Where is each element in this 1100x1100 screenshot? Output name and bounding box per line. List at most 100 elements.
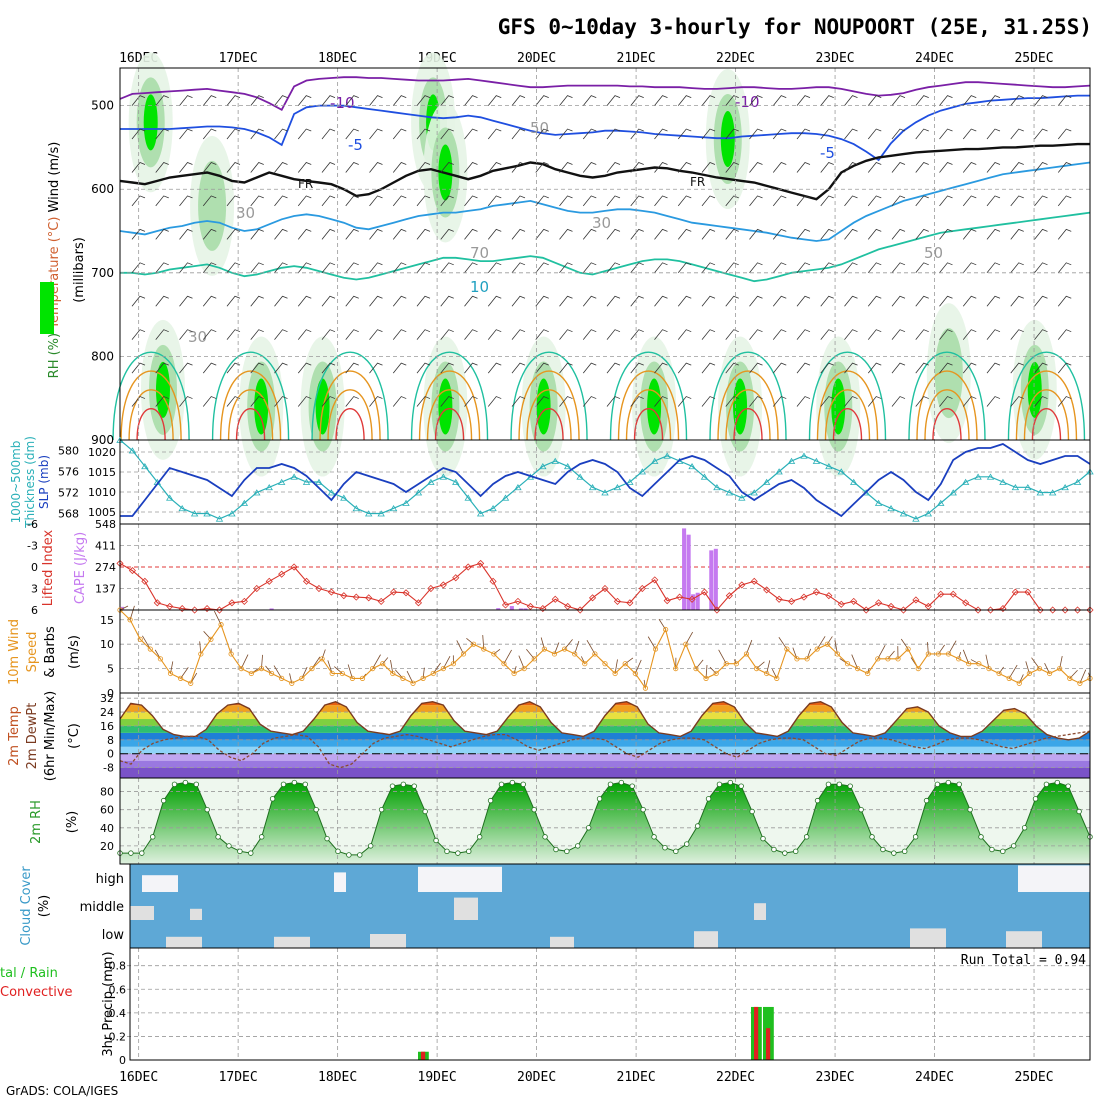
- contour-label: -10: [735, 93, 760, 111]
- cloud-cell: [166, 936, 202, 948]
- cloud-cell: [142, 875, 178, 892]
- rh2m-marker: [520, 781, 526, 788]
- wind-barb: [559, 329, 573, 340]
- rh2m-marker: [760, 835, 766, 842]
- wind-barb: [392, 396, 407, 407]
- chart-title: GFS 0~10day 3-hourly for NOUPOORT (25E, …: [498, 15, 1092, 39]
- cloud-unit: (%): [37, 895, 52, 918]
- wind-barb: [772, 396, 787, 407]
- wind-barb: [559, 95, 573, 106]
- wind-barb: [464, 195, 478, 207]
- wind-barb: [867, 262, 882, 274]
- wind-barb: [891, 262, 906, 274]
- wind-barb: [250, 228, 264, 240]
- rh2m-marker: [771, 846, 777, 853]
- wind10-barb: [119, 605, 129, 611]
- rh2m-marker: [836, 781, 843, 788]
- rh2m-marker: [444, 848, 450, 855]
- rh2m-marker: [313, 806, 319, 813]
- wind-barb: [1034, 195, 1048, 207]
- wind10-marker: [390, 670, 396, 677]
- wind-barb: [464, 95, 478, 106]
- wind-barb: [345, 262, 359, 274]
- wind-barb: [464, 228, 478, 240]
- isotherm-dome: [1031, 408, 1062, 441]
- thickness-marker: [912, 515, 920, 522]
- wind-barb: [844, 396, 858, 407]
- wind-barb: [915, 329, 929, 340]
- lifted-marker: [278, 570, 286, 578]
- lifted-marker: [787, 597, 796, 605]
- thickness-ylabel-2: Thickness (dm): [23, 436, 37, 529]
- wind-barb: [511, 128, 526, 140]
- wind-barb: [654, 128, 668, 140]
- wind-barb: [369, 162, 383, 173]
- thickness-marker: [265, 483, 273, 491]
- lifted-marker: [713, 606, 721, 614]
- wind-barb: [250, 128, 264, 140]
- rh2m-marker: [880, 846, 886, 853]
- lifted-marker: [588, 594, 597, 602]
- wind-barb: [250, 195, 264, 207]
- thickness-marker: [402, 499, 410, 506]
- wind-barb: [511, 195, 526, 207]
- rh2m-marker: [1054, 779, 1061, 786]
- rh2m-marker: [651, 834, 657, 840]
- thickness-marker: [539, 462, 547, 470]
- wind10-marker: [1016, 680, 1022, 686]
- wind10-marker: [804, 656, 810, 662]
- wind-barb: [226, 295, 241, 307]
- rh2m-marker: [575, 843, 581, 849]
- isotherm-dome: [709, 351, 787, 441]
- wind10-barb: [513, 666, 517, 674]
- contour-label: 50: [530, 119, 549, 137]
- wind-barb: [606, 262, 621, 274]
- wind10-marker: [268, 670, 275, 677]
- cape-bar: [682, 528, 687, 610]
- thickness-marker: [1024, 483, 1032, 491]
- wind-barb: [1057, 128, 1072, 140]
- wind-barb: [772, 162, 787, 173]
- wind-barb: [535, 329, 549, 340]
- temp-tick-label: 0: [107, 748, 114, 761]
- wind-barb: [131, 262, 146, 274]
- thickness-marker: [588, 483, 597, 491]
- wind-barb: [844, 329, 858, 340]
- wind10-marker: [713, 670, 719, 677]
- isotherm-dome: [335, 408, 365, 441]
- wind-barb: [867, 362, 882, 374]
- wind-barb: [915, 228, 929, 240]
- wind-barb: [559, 128, 573, 140]
- rh2m-marker: [705, 796, 712, 802]
- wind-barb: [202, 329, 217, 340]
- date-label-top: 21DEC: [617, 51, 656, 66]
- wind-barb: [416, 362, 431, 374]
- rh-cell-mid: [934, 328, 963, 419]
- date-label-bottom: 24DEC: [915, 1070, 954, 1085]
- lifted-marker: [862, 606, 870, 614]
- thickness-marker: [850, 478, 858, 485]
- wind-barb: [345, 295, 359, 307]
- temp-band: [120, 760, 1090, 768]
- thickness-marker: [700, 473, 709, 480]
- isotherm-dome: [534, 408, 564, 441]
- wind-barb: [416, 295, 431, 307]
- wind-barb: [559, 162, 573, 173]
- lifted-marker: [1073, 606, 1082, 614]
- wind10-marker: [632, 670, 638, 677]
- wind-barb: [749, 362, 763, 374]
- cape-bar: [269, 608, 274, 610]
- wind10-marker: [824, 641, 830, 647]
- lifted-marker: [327, 588, 335, 596]
- wind10-marker: [289, 680, 295, 686]
- wind-barb: [345, 195, 359, 207]
- wind10-marker: [440, 665, 446, 672]
- wind-barb: [939, 162, 953, 173]
- rh2m-marker: [749, 808, 755, 815]
- rh2m-marker: [891, 850, 897, 856]
- rh-tick-label: 40: [100, 822, 114, 835]
- wind10-marker: [935, 651, 942, 657]
- date-label-top: 18DEC: [318, 51, 357, 66]
- wind-barb: [677, 228, 692, 240]
- wind-barb: [416, 396, 431, 407]
